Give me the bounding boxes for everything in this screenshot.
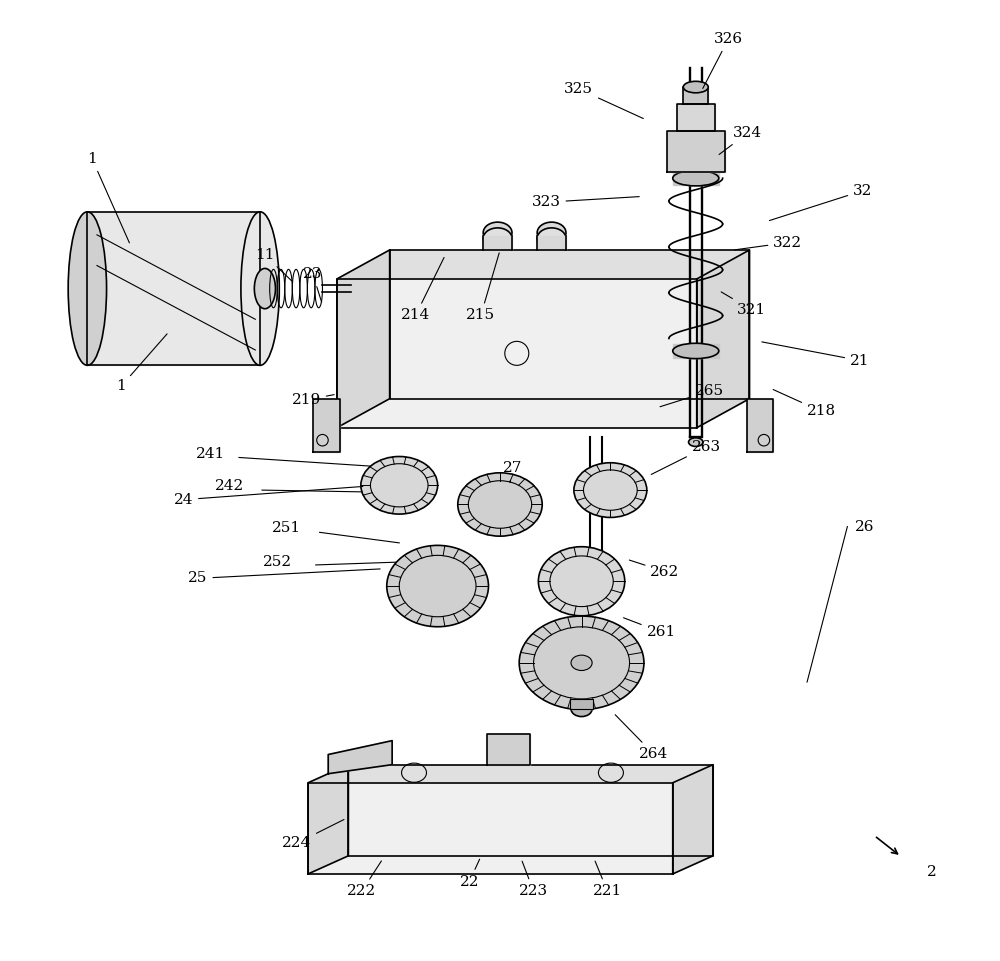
Polygon shape xyxy=(337,250,390,428)
Text: 222: 222 xyxy=(347,861,381,899)
Text: 252: 252 xyxy=(263,555,292,569)
Text: 264: 264 xyxy=(615,715,668,761)
Polygon shape xyxy=(673,765,713,874)
Ellipse shape xyxy=(483,222,512,243)
Ellipse shape xyxy=(538,547,625,616)
Polygon shape xyxy=(483,235,512,250)
Text: 27: 27 xyxy=(503,461,522,482)
Polygon shape xyxy=(677,105,715,132)
Ellipse shape xyxy=(519,616,644,709)
Text: 262: 262 xyxy=(629,560,680,579)
Polygon shape xyxy=(570,700,593,709)
Text: 261: 261 xyxy=(624,618,676,639)
Ellipse shape xyxy=(574,463,647,517)
Polygon shape xyxy=(348,765,713,856)
Ellipse shape xyxy=(571,655,592,671)
Ellipse shape xyxy=(673,170,719,185)
Ellipse shape xyxy=(483,228,512,249)
Ellipse shape xyxy=(537,228,566,249)
Text: 263: 263 xyxy=(651,440,721,475)
Polygon shape xyxy=(673,344,719,357)
Ellipse shape xyxy=(683,82,708,93)
Ellipse shape xyxy=(254,268,275,308)
Text: 241: 241 xyxy=(196,447,225,460)
Text: 221: 221 xyxy=(593,861,622,899)
Text: 265: 265 xyxy=(660,384,724,407)
Text: 2: 2 xyxy=(927,865,937,879)
Text: 21: 21 xyxy=(762,342,870,367)
Text: 323: 323 xyxy=(532,195,639,209)
Text: 1: 1 xyxy=(116,333,167,393)
Text: 224: 224 xyxy=(282,820,344,850)
Polygon shape xyxy=(667,132,725,171)
Polygon shape xyxy=(673,171,719,185)
Polygon shape xyxy=(328,741,392,774)
Text: 26: 26 xyxy=(855,520,874,533)
Text: 219: 219 xyxy=(292,393,334,407)
Polygon shape xyxy=(697,250,749,428)
Text: 24: 24 xyxy=(174,486,363,506)
Ellipse shape xyxy=(689,438,703,447)
Text: 326: 326 xyxy=(703,32,743,88)
Ellipse shape xyxy=(68,211,107,365)
Polygon shape xyxy=(747,399,773,452)
Polygon shape xyxy=(313,399,340,452)
Text: 25: 25 xyxy=(188,569,380,585)
Text: 325: 325 xyxy=(564,82,643,118)
Text: 251: 251 xyxy=(272,522,302,535)
Ellipse shape xyxy=(361,456,438,514)
Text: 218: 218 xyxy=(773,389,836,418)
Text: 1: 1 xyxy=(87,152,129,243)
Polygon shape xyxy=(337,279,697,428)
Ellipse shape xyxy=(537,222,566,243)
Polygon shape xyxy=(308,765,348,874)
Text: 23: 23 xyxy=(303,267,323,303)
Text: 11: 11 xyxy=(255,248,292,281)
Ellipse shape xyxy=(241,211,279,365)
Polygon shape xyxy=(683,87,708,105)
Polygon shape xyxy=(537,235,566,250)
Text: 322: 322 xyxy=(735,235,802,250)
Polygon shape xyxy=(487,734,530,765)
Text: 321: 321 xyxy=(721,292,766,317)
Text: 242: 242 xyxy=(215,480,244,493)
Text: 223: 223 xyxy=(519,861,548,899)
Text: 215: 215 xyxy=(466,253,499,323)
Text: 324: 324 xyxy=(719,126,762,155)
Text: 32: 32 xyxy=(769,184,872,221)
Text: 22: 22 xyxy=(460,859,480,889)
Ellipse shape xyxy=(458,473,542,536)
Text: 214: 214 xyxy=(401,258,444,323)
Polygon shape xyxy=(308,783,673,874)
Ellipse shape xyxy=(387,546,488,627)
Polygon shape xyxy=(87,211,260,365)
Ellipse shape xyxy=(571,702,592,717)
Ellipse shape xyxy=(673,343,719,358)
Polygon shape xyxy=(390,250,749,399)
